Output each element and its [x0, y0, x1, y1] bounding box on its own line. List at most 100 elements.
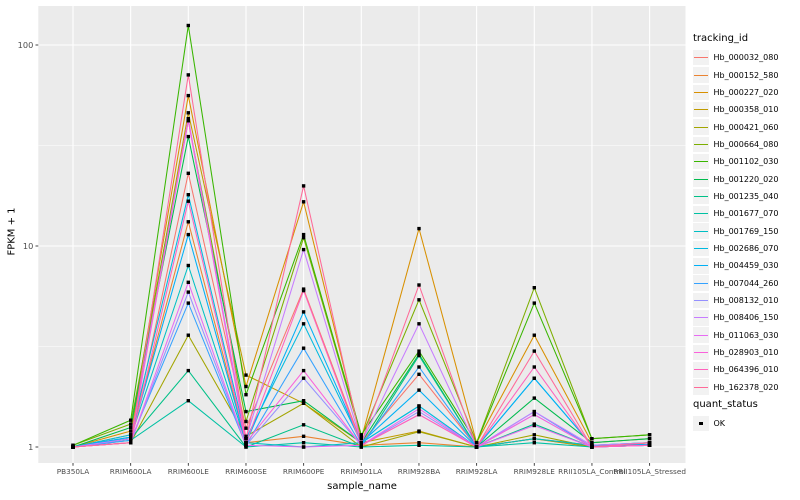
data-point-Hb_162378_020 — [186, 73, 190, 77]
legend-item-label: Hb_162378_020 — [713, 382, 779, 392]
data-point-Hb_028903_010 — [186, 119, 190, 123]
legend-item-label: Hb_008406_150 — [713, 313, 779, 323]
data-point-Hb_162378_020 — [301, 184, 306, 188]
data-point-Hb_000227_020 — [301, 200, 306, 204]
data-point-Hb_002686_070 — [301, 322, 306, 326]
legend-quant-status-title: quant_status — [693, 399, 758, 410]
x-axis-title: sample_name — [327, 481, 397, 492]
legend-key-Hb_004459_030 — [693, 258, 709, 274]
data-point-Hb_011063_030 — [244, 443, 248, 447]
legend-item-Hb_002686_070: Hb_002686_070 — [693, 240, 778, 257]
legend-tracking-id-items: Hb_000032_080 Hb_000152_580 Hb_000227_020 H… — [693, 49, 778, 396]
x-tick-label: RRIM928BA — [398, 467, 441, 476]
legend-item-Hb_000421_060: Hb_000421_060 — [693, 118, 778, 135]
data-point-Hb_002686_070 — [129, 433, 133, 437]
data-point-Hb_007044_260 — [186, 301, 190, 305]
data-point-Hb_000664_080 — [301, 236, 306, 240]
legend-key-Hb_000421_060 — [693, 119, 709, 135]
data-point-Hb_011063_030 — [301, 445, 306, 449]
data-point-Hb_000032_080 — [244, 426, 248, 430]
legend-key-Hb_000358_010 — [693, 101, 709, 118]
legend-item-label: Hb_000032_080 — [713, 53, 779, 63]
data-point-Hb_000358_010 — [186, 111, 190, 115]
data-point-Hb_000664_080 — [417, 298, 421, 302]
legend-key-line-icon — [694, 352, 708, 354]
legend-item-Hb_064396_010: Hb_064396_010 — [693, 361, 778, 378]
legend-item-label: Hb_000664_080 — [713, 139, 779, 149]
legend-item-Hb_001677_070: Hb_001677_070 — [693, 205, 778, 222]
legend-item-Hb_007044_260: Hb_007044_260 — [693, 274, 778, 291]
legend-key-Hb_001769_150 — [693, 223, 709, 239]
legend-key-Hb_008406_150 — [693, 310, 709, 326]
x-tick-label: RRIM600LA — [110, 467, 152, 476]
data-point-Hb_162378_020 — [129, 441, 133, 445]
data-point-Hb_004459_030 — [186, 232, 190, 237]
legend-item-label: Hb_001769_150 — [713, 226, 779, 236]
legend-item-Hb_000227_020: Hb_000227_020 — [693, 84, 778, 101]
data-point-Hb_001769_150 — [532, 437, 536, 441]
legend-item-label: Hb_001677_070 — [713, 209, 779, 219]
legend-item-Hb_011063_030: Hb_011063_030 — [693, 327, 778, 344]
legend-item-label: Hb_001102_030 — [713, 157, 779, 167]
data-point-Hb_000358_010 — [244, 373, 248, 377]
legend-item-label: Hb_001220_020 — [713, 174, 779, 184]
legend-key-line-icon — [694, 74, 708, 76]
legend-item-Hb_000032_080: Hb_000032_080 — [693, 49, 778, 66]
data-point-Hb_008132_010 — [417, 409, 421, 414]
data-point-Hb_001220_020 — [186, 134, 190, 139]
legend-item-ok-label: OK — [713, 419, 726, 429]
data-point-Hb_162378_020 — [417, 283, 421, 287]
y-tick-label: 10 — [23, 241, 33, 251]
data-point-Hb_162378_020 — [474, 445, 479, 449]
data-point-Hb_064396_010 — [359, 443, 363, 447]
legend-key-Hb_001220_020 — [693, 171, 709, 187]
data-point-Hb_001220_020 — [590, 441, 594, 445]
data-point-Hb_001102_030 — [532, 301, 536, 305]
data-point-Hb_001102_030 — [590, 437, 594, 441]
x-tick-label: RRIM600PE — [283, 467, 325, 476]
legend-item-Hb_028903_010: Hb_028903_010 — [693, 344, 778, 361]
legend-item-Hb_001220_020: Hb_001220_020 — [693, 170, 778, 187]
data-point-Hb_000421_060 — [244, 434, 248, 438]
legend-item-Hb_001235_040: Hb_001235_040 — [693, 188, 778, 205]
legend-key-line-icon — [694, 161, 708, 163]
legend-key-line-icon — [694, 178, 708, 180]
data-point-Hb_000664_080 — [359, 435, 363, 439]
legend-item-ok: OK — [693, 415, 758, 432]
legend-item-Hb_004459_030: Hb_004459_030 — [693, 257, 778, 274]
x-tick-label: RRII105LA_Stressed — [613, 467, 686, 476]
data-point-Hb_001677_070 — [532, 441, 536, 445]
legend-item-label: Hb_000227_020 — [713, 87, 779, 97]
x-tick-label: RRIM600SE — [225, 467, 267, 476]
legend-key-Hb_000664_080 — [693, 136, 709, 153]
data-point-Hb_008132_010 — [301, 376, 306, 380]
data-point-Hb_000032_080 — [186, 171, 190, 175]
legend-item-Hb_000152_580: Hb_000152_580 — [693, 66, 778, 83]
data-point-Hb_162378_020 — [590, 445, 594, 449]
legend-item-label: Hb_007044_260 — [713, 278, 779, 288]
data-point-Hb_008406_150 — [301, 247, 306, 252]
legend-tracking-id-title: tracking_id — [693, 33, 749, 44]
legend-item-label: Hb_000358_010 — [713, 105, 779, 115]
data-point-Hb_001235_040 — [417, 353, 421, 358]
data-point-Hb_008406_150 — [129, 437, 133, 441]
legend-item-Hb_008406_150: Hb_008406_150 — [693, 309, 778, 326]
data-point-Hb_064396_010 — [532, 365, 536, 369]
legend-key-Hb_008132_010 — [693, 292, 709, 309]
legend-key-Hb_002686_070 — [693, 240, 709, 257]
data-point-Hb_001220_020 — [244, 409, 248, 414]
legend-item-label: Hb_011063_030 — [713, 330, 779, 340]
legend-key-line-icon — [694, 247, 708, 249]
data-point-Hb_000421_060 — [532, 433, 536, 437]
data-point-Hb_001102_030 — [244, 393, 248, 397]
data-point-Hb_001235_040 — [301, 423, 306, 427]
data-point-Hb_162378_020 — [532, 349, 536, 353]
legend-key-line-icon — [694, 109, 708, 111]
data-point-Hb_162378_020 — [71, 445, 75, 449]
legend-key-line-icon — [694, 299, 708, 301]
legend-key-Hb_000152_580 — [693, 67, 709, 83]
data-point-Hb_000152_580 — [186, 220, 190, 224]
data-point-Hb_162378_020 — [244, 437, 248, 441]
data-point-Hb_000421_060 — [301, 401, 306, 405]
